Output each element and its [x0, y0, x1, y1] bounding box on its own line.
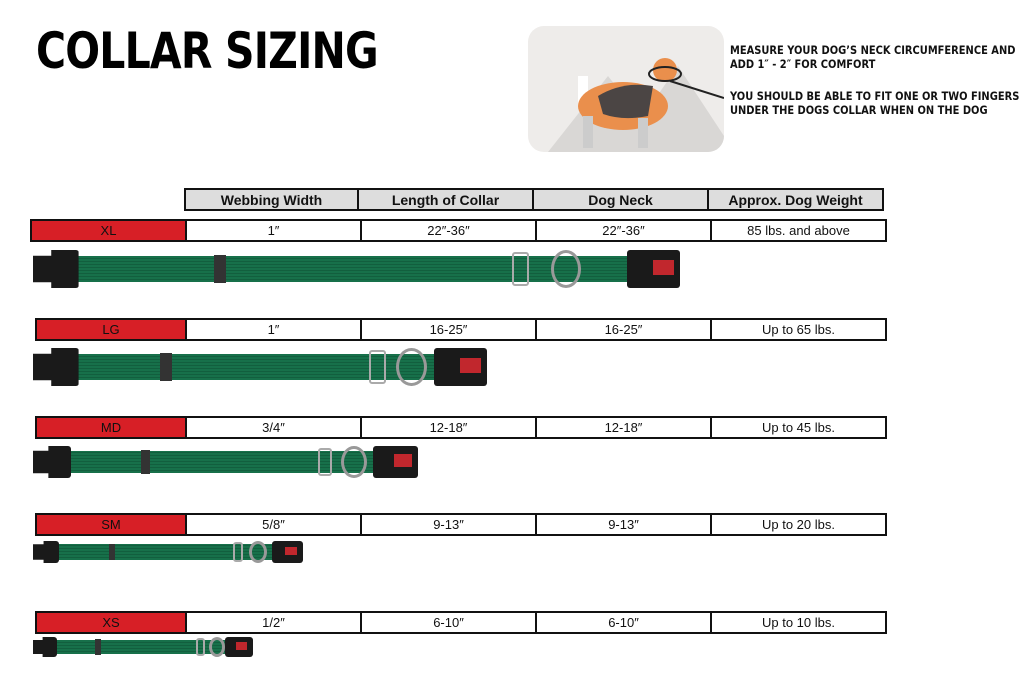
header-length: Length of Collar: [359, 188, 534, 211]
webbing: [55, 255, 646, 283]
keeper: [108, 543, 116, 561]
cell-neck: 9-13″: [537, 513, 712, 536]
size-label: SM: [35, 513, 187, 536]
measure-note: MEASURE YOUR DOG’S NECK CIRCUMFERENCE AN…: [730, 43, 1015, 71]
buckle-male: [33, 250, 79, 288]
buckle-male: [33, 348, 79, 386]
cell-width: 5/8″: [187, 513, 362, 536]
cell-length: 16-25″: [362, 318, 537, 341]
note-line: ADD 1″ - 2″ FOR COMFORT: [730, 57, 876, 71]
collar-image-xl: [33, 250, 680, 288]
cell-neck: 12-18″: [537, 416, 712, 439]
brand-logo: [459, 357, 481, 373]
header-weight: Approx. Dog Weight: [709, 188, 884, 211]
d-ring: [209, 637, 225, 657]
size-row-lg: LG 1″ 16-25″ 16-25″ Up to 65 lbs.: [35, 318, 887, 341]
slide-adjuster: [368, 349, 387, 385]
size-row-sm: SM 5/8″ 9-13″ 9-13″ Up to 20 lbs.: [35, 513, 887, 536]
note-line: UNDER THE DOGS COLLAR WHEN ON THE DOG: [730, 103, 988, 117]
size-label: XL: [30, 219, 187, 242]
buckle-male: [33, 637, 57, 657]
d-ring: [550, 250, 581, 288]
cell-length: 12-18″: [362, 416, 537, 439]
d-ring: [396, 348, 427, 386]
collar-image-xs: [33, 637, 253, 657]
webbing: [52, 450, 390, 474]
cell-length: 6-10″: [362, 611, 537, 634]
size-row-xl: XL 1″ 22″-36″ 22″-36″ 85 lbs. and above: [30, 219, 887, 242]
cell-weight: Up to 10 lbs.: [712, 611, 887, 634]
collar-image-lg: [33, 348, 487, 386]
cell-weight: Up to 20 lbs.: [712, 513, 887, 536]
buckle-female: [433, 348, 487, 386]
keeper: [160, 352, 172, 382]
cell-neck: 16-25″: [537, 318, 712, 341]
keeper: [94, 639, 101, 655]
collar-image-md: [33, 446, 418, 478]
cell-width: 1″: [187, 318, 362, 341]
brand-logo: [394, 454, 412, 467]
collar-image-sm: [33, 541, 303, 563]
brand-logo: [235, 642, 247, 650]
cell-width: 3/4″: [187, 416, 362, 439]
cell-weight: Up to 45 lbs.: [712, 416, 887, 439]
size-row-xs: XS 1/2″ 6-10″ 6-10″ Up to 10 lbs.: [35, 611, 887, 634]
webbing: [46, 544, 284, 560]
webbing: [45, 640, 235, 654]
buckle-female: [225, 637, 253, 657]
note-line: MEASURE YOUR DOG’S NECK CIRCUMFERENCE AN…: [730, 43, 1016, 57]
cell-length: 22″-36″: [362, 219, 537, 242]
cell-length: 9-13″: [362, 513, 537, 536]
slide-adjuster: [195, 638, 205, 656]
buckle-male: [33, 541, 60, 563]
cell-neck: 22″-36″: [537, 219, 712, 242]
brand-logo: [652, 259, 674, 275]
buckle-male: [33, 446, 72, 478]
cell-width: 1″: [187, 219, 362, 242]
size-label: LG: [35, 318, 187, 341]
cell-weight: Up to 65 lbs.: [712, 318, 887, 341]
d-ring: [249, 541, 267, 563]
keeper: [140, 449, 151, 475]
cell-neck: 6-10″: [537, 611, 712, 634]
cell-width: 1/2″: [187, 611, 362, 634]
size-row-md: MD 3/4″ 12-18″ 12-18″ Up to 45 lbs.: [35, 416, 887, 439]
slide-adjuster: [511, 251, 529, 287]
table-header: Webbing Width Length of Collar Dog Neck …: [184, 188, 884, 211]
size-label: MD: [35, 416, 187, 439]
size-label: XS: [35, 611, 187, 634]
header-dog-neck: Dog Neck: [534, 188, 709, 211]
cell-weight: 85 lbs. and above: [712, 219, 887, 242]
buckle-female: [272, 541, 303, 563]
buckle-female: [373, 446, 418, 478]
slide-adjuster: [317, 447, 333, 477]
buckle-female: [626, 250, 680, 288]
dog-measuring-illustration: [528, 26, 724, 152]
fit-note: YOU SHOULD BE ABLE TO FIT ONE OR TWO FIN…: [730, 89, 1019, 117]
slide-adjuster: [232, 542, 243, 562]
webbing: [55, 353, 453, 381]
page-title: COLLAR SIZING: [36, 22, 379, 80]
keeper: [214, 254, 226, 284]
d-ring: [341, 446, 367, 478]
brand-logo: [284, 546, 297, 556]
note-line: YOU SHOULD BE ABLE TO FIT ONE OR TWO FIN…: [730, 89, 1020, 103]
header-webbing-width: Webbing Width: [184, 188, 359, 211]
